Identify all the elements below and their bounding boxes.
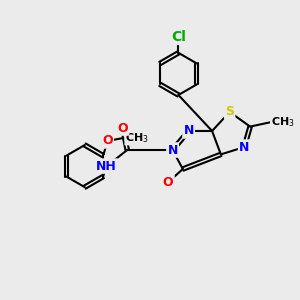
- Text: Cl: Cl: [171, 30, 186, 44]
- Text: O: O: [163, 176, 173, 189]
- Text: N: N: [167, 143, 178, 157]
- Text: N: N: [184, 124, 194, 137]
- Text: CH$_3$: CH$_3$: [125, 131, 149, 145]
- Text: O: O: [102, 134, 113, 147]
- Text: O: O: [118, 122, 128, 135]
- Text: NH: NH: [96, 160, 117, 172]
- Text: Cl: Cl: [172, 30, 185, 43]
- Text: S: S: [225, 106, 234, 118]
- Text: N: N: [239, 141, 250, 154]
- Text: CH$_3$: CH$_3$: [271, 115, 294, 129]
